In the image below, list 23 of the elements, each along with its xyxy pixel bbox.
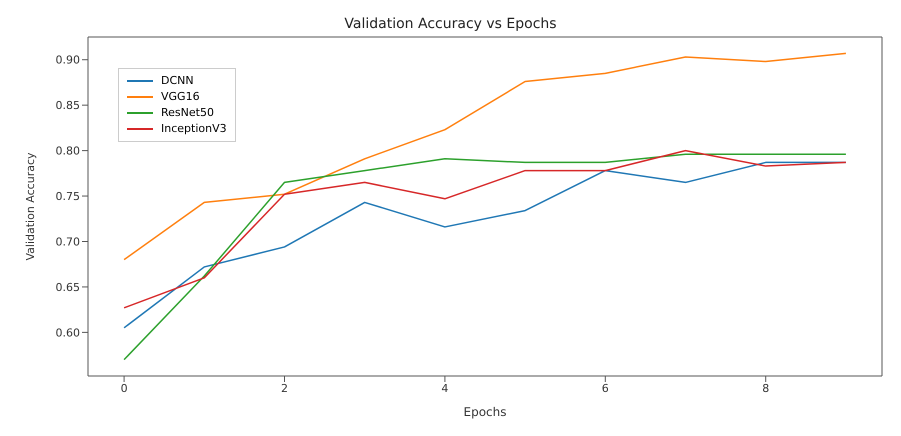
- x-tick-label: 6: [602, 382, 609, 395]
- legend-label: VGG16: [161, 89, 200, 105]
- x-tick-label: 4: [441, 382, 448, 395]
- x-axis-title: Epochs: [464, 405, 506, 419]
- x-tick-label: 2: [280, 382, 288, 395]
- y-axis-title: Validation Accuracy: [24, 152, 37, 261]
- legend-label: InceptionV3: [161, 121, 227, 137]
- y-tick-label: 0.65: [56, 280, 80, 294]
- y-tick-label: 0.90: [56, 54, 80, 67]
- y-tick-label: 0.70: [56, 235, 80, 248]
- line-series: [123, 52, 847, 260]
- legend-label: ResNet50: [161, 105, 214, 121]
- x-tick-label: 8: [762, 382, 770, 395]
- y-tick-label: 0.85: [56, 99, 80, 112]
- x-tick-label: 0: [120, 382, 128, 395]
- y-tick-label: 0.75: [56, 190, 80, 203]
- line-series: [123, 150, 847, 309]
- legend-label: DCNN: [161, 73, 194, 89]
- y-tick-label: 0.80: [56, 144, 80, 158]
- y-tick-label: 0.60: [56, 326, 80, 340]
- line-series: [123, 153, 847, 360]
- chart-title: Validation Accuracy vs Epochs: [343, 16, 558, 32]
- line-series: [123, 162, 847, 329]
